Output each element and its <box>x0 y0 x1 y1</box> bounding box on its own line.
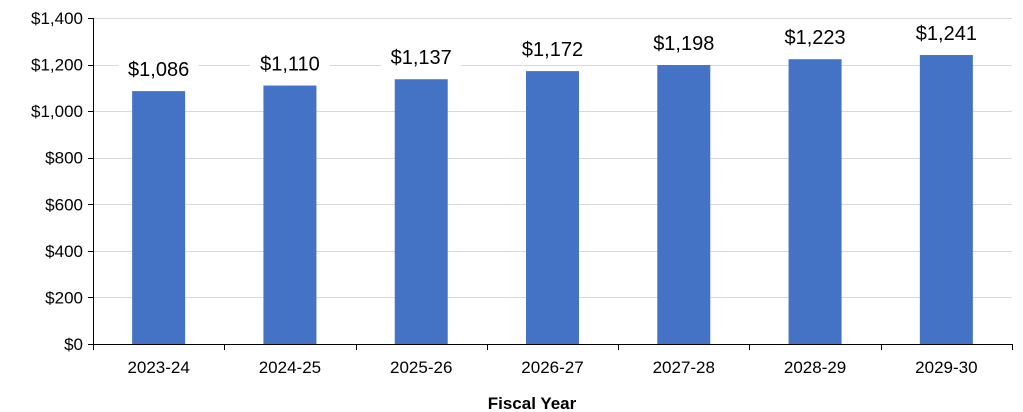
y-tick-label: $1,000 <box>31 102 83 121</box>
x-tick-label-2023-24: 2023-24 <box>127 358 189 377</box>
y-tick-label: $400 <box>45 242 83 261</box>
x-tick-labels: 2023-24 2024-25 2025-26 2026-27 2027-28 2028-… <box>127 358 977 377</box>
x-tick-label-2028-29: 2028-29 <box>784 358 846 377</box>
y-tick-label: $1,200 <box>31 56 83 75</box>
x-tick-label-2026-27: 2026-27 <box>521 358 583 377</box>
data-label-2027-28: $1,198 <box>653 33 714 55</box>
data-label-2028-29: $1,223 <box>784 27 845 49</box>
data-label-background <box>512 37 593 63</box>
data-label-background <box>381 45 462 71</box>
y-tick-labels: $0 $200 $400 $600 $800 $1,000 $1,200 $1,400 <box>31 9 83 354</box>
data-label-2026-27: $1,172 <box>522 39 583 61</box>
data-label-2025-26: $1,137 <box>391 47 452 69</box>
bar-2028-29 <box>788 59 842 345</box>
data-label-2029-30: $1,241 <box>916 23 977 45</box>
data-label-background <box>643 31 724 57</box>
data-labels: $1,086 $1,110 $1,137 $1,172 $1,198 $1,223 $1,2… <box>118 21 987 83</box>
y-tick-label: $800 <box>45 149 83 168</box>
data-label-background <box>906 21 987 47</box>
data-label-background <box>118 57 199 83</box>
data-label-2023-24: $1,086 <box>128 59 189 81</box>
bar-2027-28 <box>657 65 711 344</box>
bar-2024-25 <box>263 85 317 345</box>
y-tick-label: $600 <box>45 195 83 214</box>
bar-2029-30 <box>919 55 973 344</box>
x-tick-label-2027-28: 2027-28 <box>653 358 715 377</box>
x-tick-label-2025-26: 2025-26 <box>390 358 452 377</box>
y-tick-label: $1,400 <box>31 9 83 28</box>
bar-2023-24 <box>132 91 186 344</box>
x-tick-label-2024-25: 2024-25 <box>259 358 321 377</box>
y-tick-label: $0 <box>64 335 83 354</box>
y-tick-label: $200 <box>45 288 83 307</box>
data-label-2024-25: $1,110 <box>260 54 320 76</box>
bar-2025-26 <box>394 79 448 345</box>
bar-2026-27 <box>526 71 579 344</box>
x-tick-label-2029-30: 2029-30 <box>915 358 977 377</box>
data-label-background <box>249 51 330 77</box>
x-axis-title: Fiscal Year <box>488 394 577 412</box>
axes <box>88 18 1013 350</box>
data-label-background <box>775 25 856 51</box>
bars <box>132 55 973 345</box>
